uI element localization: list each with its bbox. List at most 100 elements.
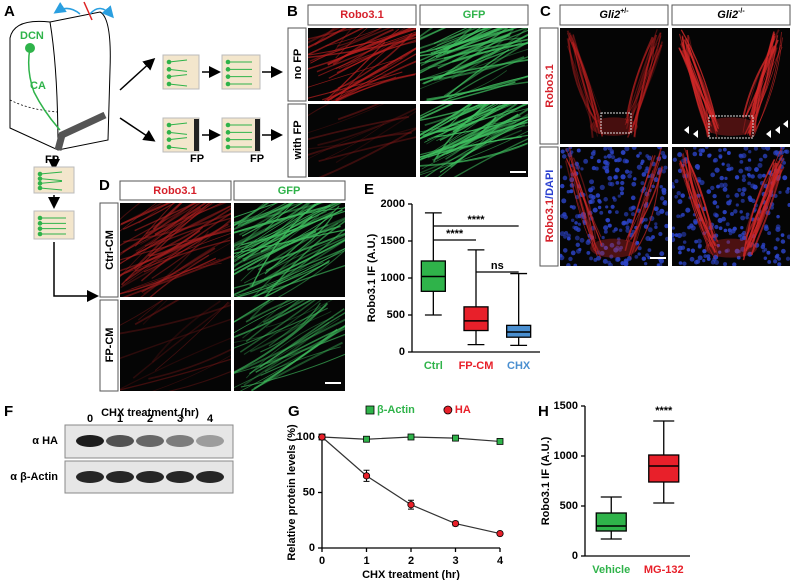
significance-label: **** — [655, 405, 673, 417]
nucleus — [726, 240, 731, 244]
row-header-box — [99, 202, 119, 298]
fiber — [567, 32, 603, 124]
nucleus — [697, 179, 701, 183]
fiber — [277, 250, 345, 297]
nucleus — [627, 173, 632, 179]
nucleus — [722, 182, 728, 188]
nucleus — [704, 147, 709, 149]
fiber — [234, 203, 296, 231]
nucleus — [775, 226, 781, 233]
nucleus — [762, 173, 766, 178]
nucleus — [603, 229, 608, 234]
fiber — [257, 218, 345, 271]
legend-label: HA — [455, 404, 471, 416]
nucleus — [680, 245, 686, 250]
nucleus — [678, 261, 683, 265]
nucleus — [560, 231, 566, 237]
fiber — [687, 160, 715, 238]
fiber — [120, 262, 222, 295]
nucleus — [561, 154, 567, 159]
column-header-box — [307, 4, 417, 26]
fiber — [309, 28, 412, 56]
nucleus — [612, 196, 616, 200]
y-tick-label: 500 — [387, 309, 405, 321]
fiber — [420, 59, 528, 81]
fiber — [268, 306, 322, 347]
nucleus — [607, 209, 612, 214]
row-header-box — [287, 27, 307, 102]
nucleus — [740, 191, 746, 197]
y-tick-label: 1000 — [381, 272, 405, 284]
nucleus — [654, 225, 658, 229]
nucleus — [662, 201, 666, 206]
nucleus — [718, 226, 723, 231]
nucleus — [620, 180, 625, 186]
nucleus — [640, 159, 645, 164]
nucleus — [721, 216, 726, 222]
nucleus — [560, 149, 565, 154]
nucleus — [596, 255, 601, 261]
nucleus — [562, 248, 568, 253]
nucleus — [644, 261, 648, 266]
nucleus — [776, 214, 780, 219]
fiber — [325, 28, 382, 47]
nucleus — [602, 258, 608, 264]
fiber — [234, 238, 345, 296]
blot-title: CHX treatment (hr) — [101, 407, 199, 419]
fiber — [625, 38, 655, 116]
fiber — [308, 36, 416, 59]
nucleus — [560, 165, 563, 169]
fiber — [308, 28, 341, 44]
significance-label: **** — [467, 214, 485, 226]
axon — [39, 178, 63, 182]
micrograph — [308, 104, 416, 177]
fiber — [574, 43, 604, 119]
nucleus — [640, 181, 645, 186]
nucleus — [599, 250, 605, 256]
fiber — [234, 203, 342, 252]
fiber — [433, 28, 487, 54]
fiber — [125, 203, 213, 260]
fiber — [436, 28, 472, 47]
fiber — [142, 300, 168, 325]
fiber — [681, 42, 712, 117]
fiber — [742, 45, 776, 118]
nucleus — [674, 233, 679, 237]
fiber — [443, 56, 528, 101]
nucleus — [725, 194, 730, 199]
nucleus — [599, 210, 604, 215]
floor-plate — [194, 119, 199, 151]
band — [136, 471, 164, 483]
significance-label: **** — [446, 228, 464, 240]
nucleus — [726, 151, 731, 155]
fiber — [152, 203, 183, 231]
nucleus — [773, 259, 778, 264]
marker — [362, 472, 371, 480]
nucleus — [590, 155, 594, 160]
nucleus — [714, 167, 720, 173]
nucleus — [654, 222, 658, 226]
fiber — [234, 203, 322, 258]
nucleus — [730, 211, 734, 216]
fiber — [632, 44, 663, 126]
nucleus — [616, 158, 621, 163]
fiber — [420, 142, 528, 167]
nucleus — [741, 177, 747, 183]
fiber — [571, 41, 604, 137]
x-tick-label: 2 — [408, 555, 414, 567]
nucleus — [630, 212, 635, 217]
marker — [496, 529, 504, 538]
nucleus — [655, 210, 661, 216]
nucleus — [660, 150, 666, 156]
band — [166, 435, 194, 447]
fiber — [337, 47, 416, 89]
panel-label: C — [540, 3, 551, 20]
significance-label: ns — [491, 260, 504, 272]
fiber — [571, 155, 602, 237]
fiber — [234, 300, 275, 323]
fiber — [239, 300, 317, 353]
nucleus — [672, 181, 675, 187]
diagram-label: DCN — [20, 30, 44, 42]
fiber — [689, 47, 720, 130]
